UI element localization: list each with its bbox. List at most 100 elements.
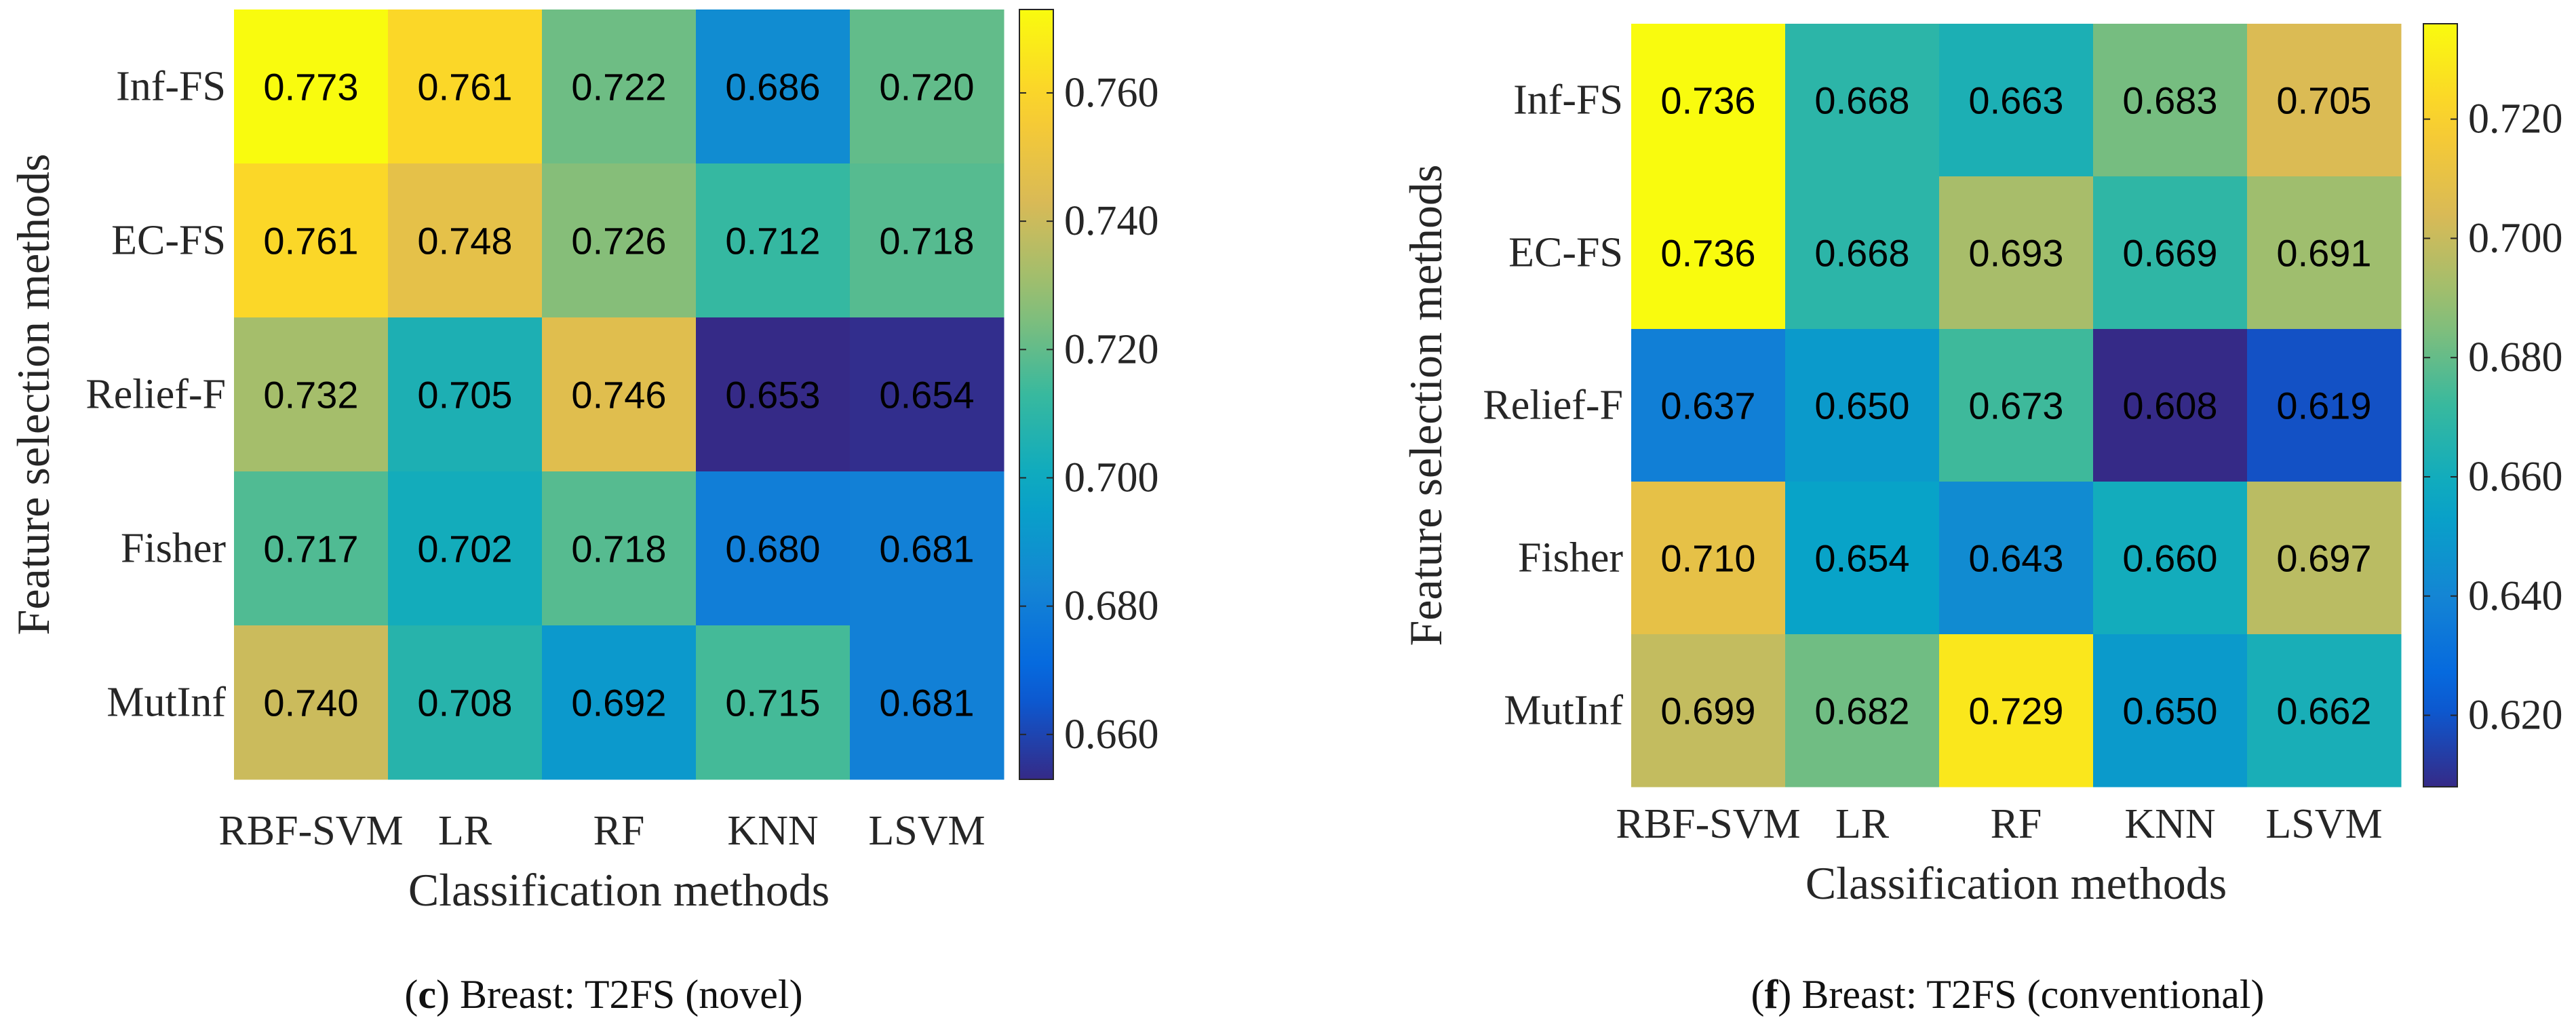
- cell-value-label: 0.663: [1968, 79, 2063, 122]
- x-tick-label: RBF-SVM: [1616, 801, 1800, 847]
- cell-value-label: 0.736: [1660, 79, 1755, 122]
- x-tick-label: LR: [438, 808, 492, 854]
- heatmap-cell: [388, 625, 543, 780]
- colorbar-tick-label: 0.660: [1064, 712, 1159, 758]
- heatmap-cell: [542, 163, 697, 318]
- cell-value-label: 0.619: [2276, 385, 2371, 427]
- cell-value-label: 0.669: [2122, 232, 2217, 275]
- heatmap-cell: [234, 471, 389, 626]
- colorbar-tick-label: 0.660: [2468, 454, 2563, 500]
- y-tick-label: EC-FS: [111, 218, 226, 264]
- heatmap-cell: [2247, 482, 2402, 635]
- heatmap-cell: [2093, 24, 2248, 177]
- cell-value-label: 0.608: [2122, 385, 2217, 427]
- y-axis-title: Feature selection methods: [1400, 164, 1451, 646]
- heatmap-cell: [696, 625, 851, 780]
- heatmap-cell: [542, 9, 697, 164]
- cell-value-label: 0.682: [1814, 690, 1909, 733]
- heatmap-cell: [850, 163, 1004, 318]
- cell-value-label: 0.654: [879, 374, 974, 416]
- heatmap-cell: [1785, 176, 1940, 330]
- heatmap-right: 0.736 0.668 0.663 0.683 0.705 0.736 0.668 0.693…: [1400, 23, 2563, 909]
- x-tick-label: RF: [1991, 801, 2042, 847]
- x-tick-label: RF: [593, 808, 645, 854]
- heatmap-cell: [1785, 24, 1940, 177]
- cell-value-label: 0.653: [725, 374, 820, 416]
- heatmap-cell: [1939, 482, 2094, 635]
- cell-value-label: 0.718: [879, 220, 974, 262]
- heatmap-cell: [234, 317, 389, 472]
- caption-left: (c) Breast: T2FS (novel): [404, 972, 803, 1017]
- y-tick-label: Fisher: [1518, 535, 1623, 581]
- cell-value-label: 0.732: [263, 374, 358, 416]
- heatmap-cell: [234, 625, 389, 780]
- heatmap-cell: [388, 317, 543, 472]
- y-tick-label: Inf-FS: [1513, 77, 1623, 123]
- x-tick-label: RBF-SVM: [218, 808, 403, 854]
- colorbar: [2423, 23, 2458, 787]
- cell-value-label: 0.654: [1814, 537, 1909, 580]
- cell-value-label: 0.761: [263, 220, 358, 262]
- cell-value-label: 0.683: [2122, 79, 2217, 122]
- heatmap-cell: [1631, 24, 1786, 177]
- y-tick-label: Fisher: [121, 526, 226, 572]
- cell-value-label: 0.715: [725, 682, 820, 724]
- colorbar-tick-label: 0.700: [2468, 215, 2563, 261]
- heatmap-cell: [542, 317, 697, 472]
- heatmap-cell: [696, 163, 851, 318]
- cell-value-label: 0.746: [571, 374, 666, 416]
- x-tick-label: LSVM: [868, 808, 985, 854]
- heatmap-cell: [1631, 634, 1786, 787]
- y-tick-label: MutInf: [1504, 688, 1623, 734]
- x-tick-label: KNN: [727, 808, 818, 854]
- y-tick-label: Relief-F: [85, 372, 226, 418]
- cell-value-label: 0.722: [571, 66, 666, 109]
- cell-value-label: 0.650: [1814, 385, 1909, 427]
- x-axis-title: Classification methods: [408, 864, 830, 916]
- y-axis-title: Feature selection methods: [7, 153, 59, 635]
- colorbar-tick-label: 0.720: [1064, 326, 1159, 372]
- cell-value-label: 0.717: [263, 528, 358, 570]
- heatmap-cell: [2093, 482, 2248, 635]
- heatmap-cell: [388, 9, 543, 164]
- heatmap-cell: [234, 9, 389, 164]
- heatmap-cell: [850, 9, 1004, 164]
- colorbar-tick-label: 0.700: [1064, 454, 1159, 501]
- colorbar-tick-label: 0.680: [2468, 334, 2563, 381]
- x-tick-label: LR: [1835, 801, 1890, 847]
- heatmap-cell: [1939, 634, 2094, 787]
- heatmap-cell: [2247, 176, 2402, 330]
- heatmap-cell: [2247, 24, 2402, 177]
- colorbar-tick-label: 0.680: [1064, 583, 1159, 629]
- cell-value-label: 0.692: [571, 682, 666, 724]
- heatmap-cell: [1785, 482, 1940, 635]
- cell-value-label: 0.680: [725, 528, 820, 570]
- colorbar-tick-label: 0.760: [1064, 70, 1159, 116]
- x-tick-label: KNN: [2124, 801, 2215, 847]
- heatmap-cell: [1785, 634, 1940, 787]
- heatmap-cell: [1631, 482, 1786, 635]
- heatmap-cell: [696, 471, 851, 626]
- colorbar-tick-label: 0.640: [2468, 573, 2563, 619]
- cell-value-label: 0.705: [417, 374, 512, 416]
- y-tick-label: EC-FS: [1508, 230, 1623, 276]
- cell-value-label: 0.710: [1660, 537, 1755, 580]
- cell-value-label: 0.693: [1968, 232, 2063, 275]
- cell-value-label: 0.699: [1660, 690, 1755, 733]
- cell-value-label: 0.702: [417, 528, 512, 570]
- heatmap-cell: [388, 163, 543, 318]
- cell-value-label: 0.729: [1968, 690, 2063, 733]
- cell-value-label: 0.720: [879, 66, 974, 109]
- colorbar-tick-label: 0.720: [2468, 96, 2563, 142]
- cell-value-label: 0.668: [1814, 232, 1909, 275]
- cell-value-label: 0.637: [1660, 385, 1755, 427]
- cell-value-label: 0.718: [571, 528, 666, 570]
- heatmap-cell: [388, 471, 543, 626]
- x-tick-label: LSVM: [2265, 801, 2382, 847]
- heatmap-cell: [1631, 176, 1786, 330]
- heatmap-cell: [1939, 176, 2094, 330]
- cell-value-label: 0.773: [263, 66, 358, 109]
- heatmap-cell: [2093, 634, 2248, 787]
- caption-right-letter: f: [1764, 972, 1778, 1017]
